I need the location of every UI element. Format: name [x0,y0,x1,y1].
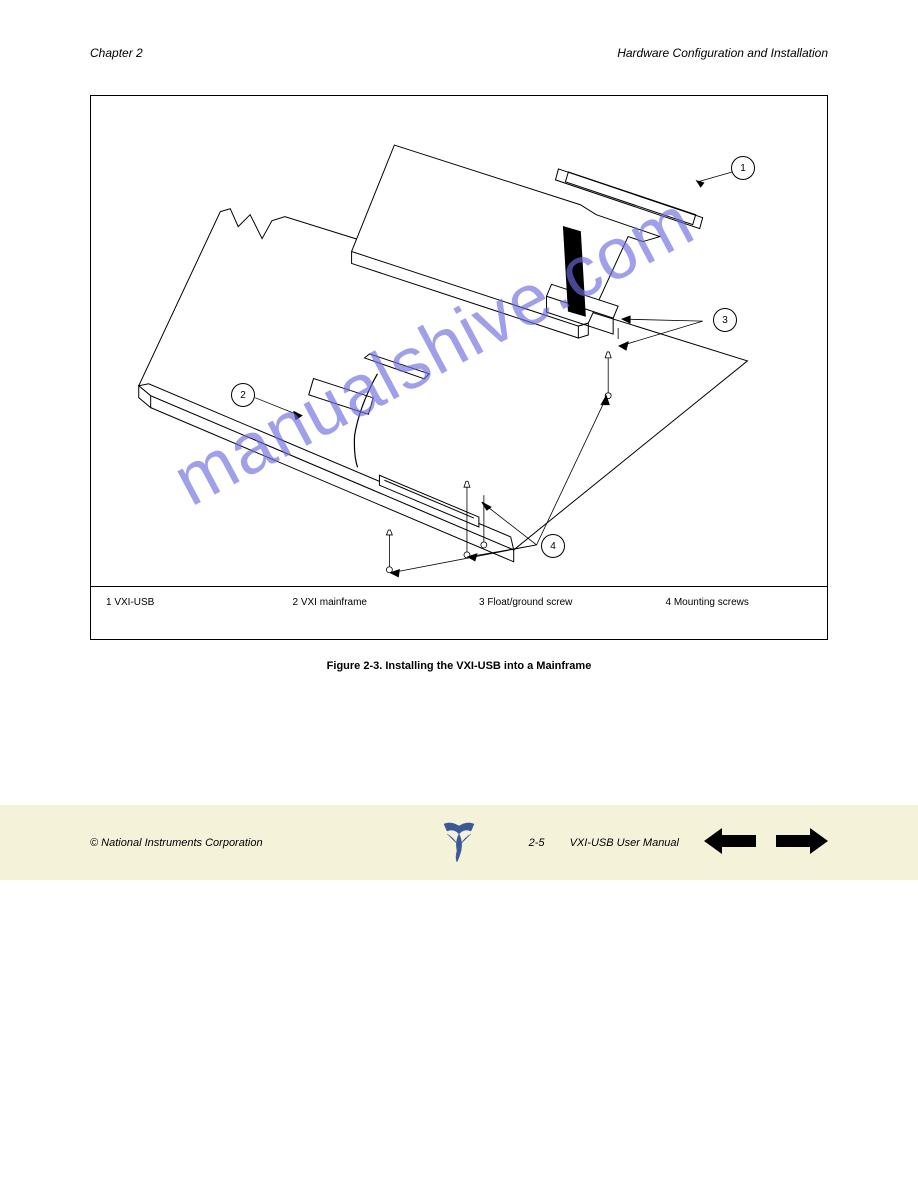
page-number: 2-5 [529,837,545,849]
footer-right-group: 2-5 VXI-USB User Manual [529,826,828,859]
legend-item-3: 3 Float/ground screw [479,597,626,608]
ni-logo-container [439,816,479,869]
next-page-button[interactable] [776,826,828,859]
ni-eagle-logo-icon [439,816,479,869]
chapter-title: Hardware Configuration and Installation [617,46,828,60]
chapter-label: Chapter 2 [90,46,143,60]
figure-caption: Figure 2-3. Installing the VXI-USB into … [0,660,918,672]
legend-item-2: 2 VXI mainframe [293,597,440,608]
callout-2: 2 [231,383,255,407]
figure-legend: 1 VXI-USB 2 VXI mainframe 3 Float/ground… [91,586,827,618]
page-header: Chapter 2 Hardware Configuration and Ins… [0,0,918,70]
technical-diagram: 1 2 3 4 [91,96,827,586]
footer-band: © National Instruments Corporation 2-5 V… [0,805,918,880]
document-title: VXI-USB User Manual [570,837,679,849]
callout-3: 3 [713,308,737,332]
callout-2-number: 2 [240,390,246,401]
prev-page-button[interactable] [704,826,756,859]
legend-item-4: 4 Mounting screws [666,597,813,608]
callout-1: 1 [731,156,755,180]
nav-arrows-group [704,826,828,859]
callout-4: 4 [541,534,565,558]
figure-container: 1 2 3 4 1 VXI-USB 2 VXI mainframe 3 Floa… [90,95,828,640]
callout-1-number: 1 [740,163,746,174]
legend-item-1: 1 VXI-USB [106,597,253,608]
callout-4-number: 4 [550,541,556,552]
callout-3-number: 3 [722,315,728,326]
diagram-svg [91,96,827,586]
copyright-text: © National Instruments Corporation [90,837,263,849]
